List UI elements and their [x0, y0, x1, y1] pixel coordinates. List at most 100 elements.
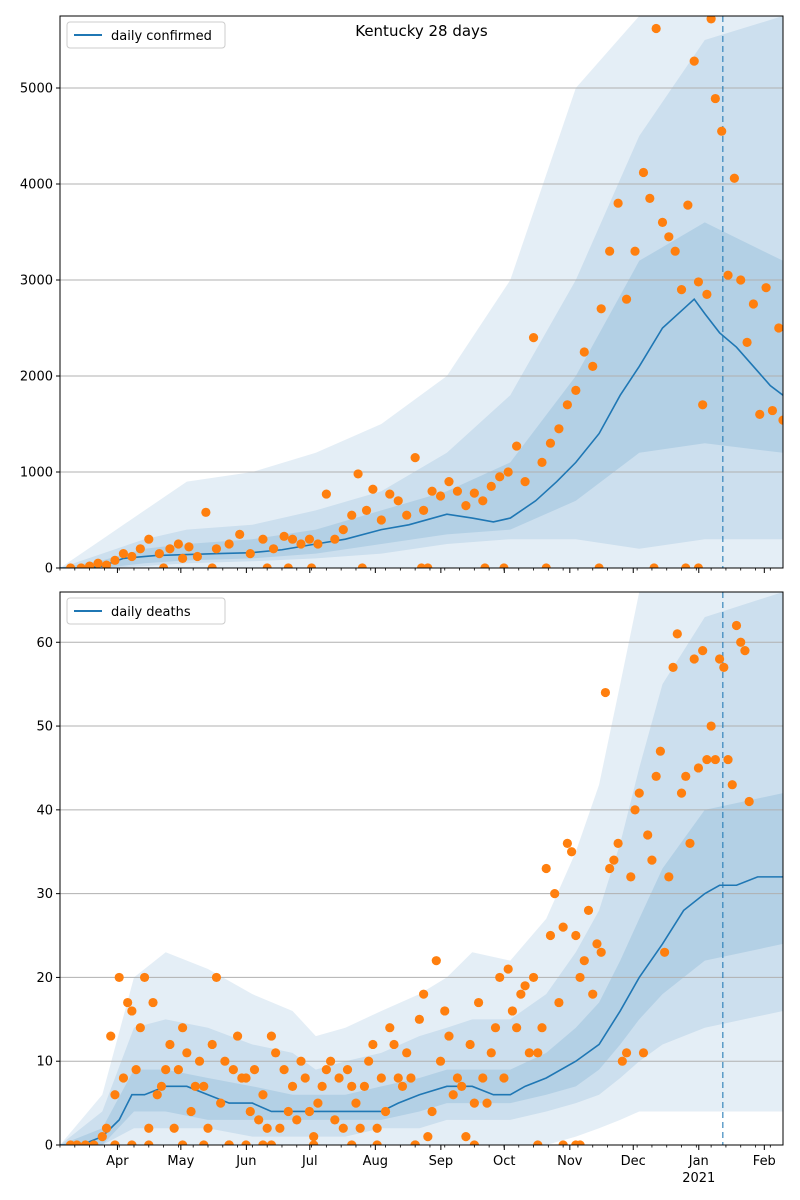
- observed-point: [755, 409, 765, 419]
- observed-point: [457, 1081, 467, 1091]
- observed-point: [127, 1140, 137, 1145]
- confirmed-gridlines: [60, 87, 783, 473]
- observed-point: [84, 561, 95, 568]
- observed-point: [719, 662, 729, 673]
- observed-point: [309, 1132, 319, 1142]
- observed-point: [689, 56, 699, 66]
- observed-point: [207, 1039, 217, 1050]
- observed-point: [748, 299, 759, 309]
- observed-point: [192, 551, 203, 562]
- observed-point: [173, 1064, 183, 1075]
- observed-point: [347, 1081, 357, 1091]
- observed-point: [583, 905, 594, 915]
- observed-point: [681, 563, 691, 568]
- observed-point: [178, 553, 188, 564]
- observed-point: [545, 930, 556, 941]
- observed-point: [241, 1140, 251, 1145]
- observed-point: [520, 477, 530, 487]
- observed-point: [702, 289, 712, 299]
- observed-point: [478, 1073, 488, 1083]
- confirmed-axes-frame: [59, 15, 784, 569]
- observed-point: [313, 539, 323, 549]
- inner-band: [60, 222, 783, 568]
- observed-point: [643, 830, 653, 840]
- observed-point: [613, 838, 623, 848]
- observed-point: [469, 1140, 479, 1145]
- y-tick-label: 10: [36, 1055, 53, 1070]
- observed-point: [575, 972, 585, 983]
- observed-point: [211, 972, 222, 983]
- legend-box: [66, 21, 226, 49]
- confirmed-y-axis: 0 1000 2000 3000 4000 5000: [20, 82, 60, 577]
- observed-point: [283, 563, 293, 568]
- observed-point: [135, 1023, 145, 1033]
- observed-point: [72, 1140, 82, 1145]
- observed-point: [613, 198, 623, 208]
- observed-point: [207, 563, 217, 568]
- observed-point: [670, 246, 680, 256]
- deaths-panel: 0 10 20 30 40 50 60 Apr May Jun Jul Aug Sep Oct Nov De…: [36, 591, 784, 1186]
- observed-point: [594, 563, 604, 568]
- observed-point: [338, 1123, 348, 1133]
- y-tick-label: 0: [45, 1139, 53, 1154]
- observed-point: [452, 486, 463, 496]
- observed-point: [235, 529, 245, 540]
- observed-point: [499, 563, 509, 568]
- observed-point: [512, 441, 522, 451]
- observed-point: [232, 1031, 243, 1041]
- y-tick-label: 2000: [20, 370, 53, 385]
- observed-point: [431, 956, 441, 966]
- observed-point: [621, 294, 632, 304]
- observed-point: [528, 972, 539, 983]
- observed-point: [571, 385, 581, 395]
- observed-point: [596, 304, 606, 314]
- observed-point: [588, 989, 598, 999]
- x-tick-label: Jan: [688, 1154, 709, 1169]
- observed-point: [435, 1056, 446, 1066]
- legend-box: [66, 597, 226, 625]
- observed-point: [533, 1140, 543, 1145]
- observed-point: [397, 1081, 408, 1091]
- y-tick-label: 20: [36, 971, 53, 986]
- confirmed-panel: 0 1000 2000 3000 4000 5000 Kentucky 28 days d…: [20, 15, 784, 577]
- observed-point: [698, 646, 708, 656]
- observed-point: [736, 275, 746, 285]
- observed-point: [630, 246, 640, 256]
- observed-point: [638, 1048, 649, 1058]
- observed-point: [767, 405, 778, 416]
- observed-point: [169, 1123, 179, 1133]
- observed-point: [419, 505, 429, 515]
- observed-point: [723, 270, 733, 280]
- y-tick-label: 30: [36, 887, 53, 902]
- observed-point: [258, 1140, 268, 1145]
- y-tick-label: 3000: [20, 274, 53, 289]
- legend-label: daily deaths: [111, 605, 191, 620]
- observed-point: [173, 539, 183, 549]
- observed-point: [317, 1081, 327, 1091]
- observed-point: [245, 1106, 255, 1117]
- observed-point: [660, 947, 670, 957]
- observed-point: [427, 1106, 437, 1117]
- observed-point: [480, 563, 490, 568]
- observed-point: [279, 1064, 289, 1075]
- observed-point: [211, 544, 222, 554]
- observed-point: [649, 563, 659, 568]
- deaths-legend: daily deaths: [66, 597, 226, 625]
- observed-point: [118, 549, 129, 559]
- observed-point: [287, 534, 298, 544]
- x-tick-label: Jul: [301, 1154, 318, 1169]
- observed-point: [364, 1056, 374, 1066]
- observed-point: [630, 805, 640, 815]
- observed-point: [330, 534, 340, 544]
- observed-point: [101, 560, 112, 568]
- observed-point: [516, 989, 526, 999]
- observed-point: [127, 551, 137, 562]
- observed-point: [106, 1031, 116, 1041]
- observed-point: [774, 323, 783, 333]
- observed-point: [423, 563, 433, 568]
- observed-point: [592, 939, 602, 949]
- observed-point: [410, 1140, 420, 1145]
- observed-point: [435, 491, 446, 501]
- observed-point: [199, 1081, 209, 1091]
- observed-point: [313, 1098, 323, 1108]
